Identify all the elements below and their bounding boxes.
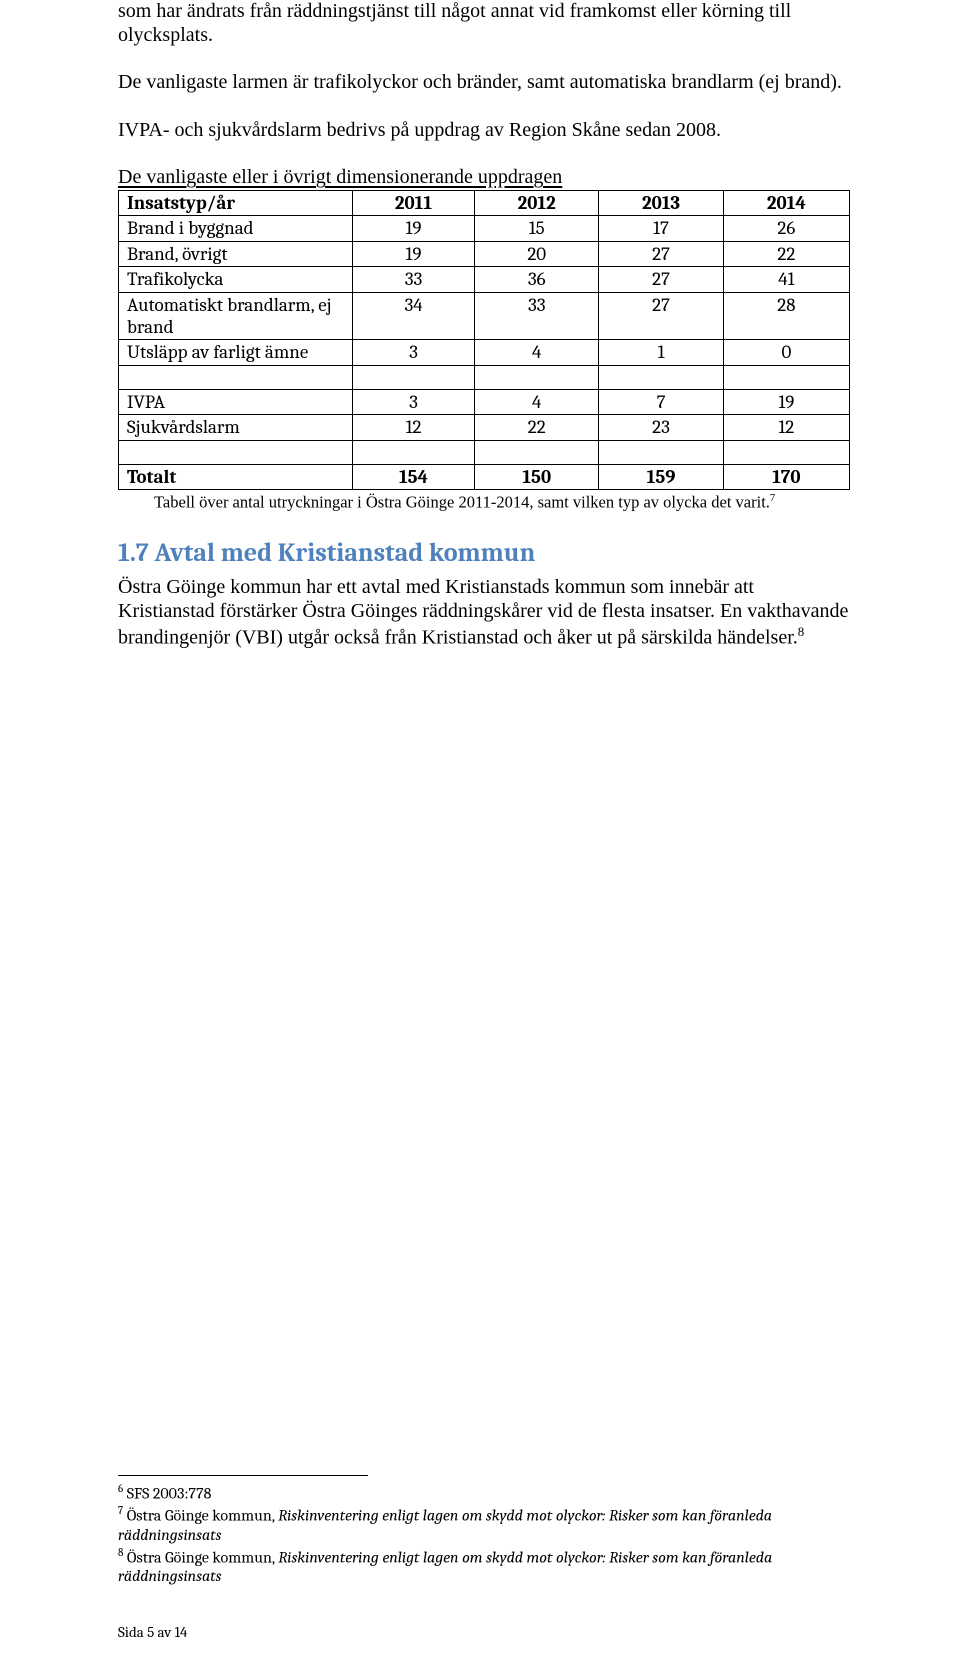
cell: 3	[352, 389, 474, 414]
footnotes-block: 6 SFS 2003:778 7 Östra Göinge kommun, Ri…	[118, 1475, 850, 1587]
total-cell: 159	[599, 464, 723, 489]
cell: 27	[599, 241, 723, 266]
cell: 0	[723, 340, 849, 365]
table-row: Brand i byggnad 19 15 17 26	[119, 216, 850, 241]
intro-paragraph-2: De vanligaste larmen är trafikolyckor oc…	[118, 71, 850, 95]
body-text: Östra Göinge kommun har ett avtal med Kr…	[118, 576, 848, 648]
cell: 4	[475, 389, 599, 414]
cell: 22	[723, 241, 849, 266]
footnote-text: Östra Göinge kommun,	[123, 1507, 278, 1525]
cell: 36	[475, 267, 599, 292]
table-row: Utsläpp av farligt ämne 3 4 1 0	[119, 340, 850, 365]
row-label: IVPA	[119, 389, 353, 414]
row-label: Utsläpp av farligt ämne	[119, 340, 353, 365]
footnote-6: 6 SFS 2003:778	[118, 1482, 850, 1504]
cell: 4	[475, 340, 599, 365]
total-cell: 150	[475, 464, 599, 489]
total-cell: 170	[723, 464, 849, 489]
footnote-text: SFS 2003:778	[123, 1485, 211, 1503]
cell: 33	[475, 292, 599, 340]
cell: 26	[723, 216, 849, 241]
table-total-row: Totalt 154 150 159 170	[119, 464, 850, 489]
row-label: Brand i byggnad	[119, 216, 353, 241]
caption-text: Tabell över antal utryckningar i Östra G…	[154, 493, 770, 512]
cell: 7	[599, 389, 723, 414]
cell: 27	[599, 292, 723, 340]
insats-table: Insatstyp/år 2011 2012 2013 2014 Brand i…	[118, 190, 850, 490]
body-sup: 8	[798, 624, 805, 639]
table-row: Sjukvårdslarm 12 22 23 12	[119, 415, 850, 440]
cell: 12	[352, 415, 474, 440]
intro-paragraph-1: som har ändrats från räddningstjänst til…	[118, 0, 850, 47]
table-row: IVPA 3 4 7 19	[119, 389, 850, 414]
table-spacer-row	[119, 365, 850, 389]
cell: 19	[352, 216, 474, 241]
cell: 34	[352, 292, 474, 340]
caption-sup: 7	[770, 492, 775, 504]
footnote-text: Östra Göinge kommun,	[123, 1548, 278, 1566]
table-row: Automatiskt brandlarm, ej brand 34 33 27…	[119, 292, 850, 340]
col-header-2012: 2012	[475, 190, 599, 215]
col-header-2014: 2014	[723, 190, 849, 215]
cell: 22	[475, 415, 599, 440]
cell: 19	[352, 241, 474, 266]
cell: 28	[723, 292, 849, 340]
footnote-separator	[118, 1475, 368, 1476]
cell: 15	[475, 216, 599, 241]
table-row: Brand, övrigt 19 20 27 22	[119, 241, 850, 266]
cell: 41	[723, 267, 849, 292]
cell: 3	[352, 340, 474, 365]
table-intro: De vanligaste eller i övrigt dimensioner…	[118, 166, 850, 190]
row-label: Trafikolycka	[119, 267, 353, 292]
cell: 20	[475, 241, 599, 266]
col-header-2013: 2013	[599, 190, 723, 215]
intro-paragraph-3: IVPA- och sjukvårdslarm bedrivs på uppdr…	[118, 119, 850, 143]
body-paragraph: Östra Göinge kommun har ett avtal med Kr…	[118, 576, 850, 649]
table-spacer-row	[119, 440, 850, 464]
cell: 23	[599, 415, 723, 440]
page-footer: Sida 5 av 14	[118, 1623, 187, 1641]
col-header-2011: 2011	[352, 190, 474, 215]
cell: 27	[599, 267, 723, 292]
total-cell: 154	[352, 464, 474, 489]
table-row: Trafikolycka 33 36 27 41	[119, 267, 850, 292]
row-label: Sjukvårdslarm	[119, 415, 353, 440]
cell: 12	[723, 415, 849, 440]
row-label: Brand, övrigt	[119, 241, 353, 266]
footnote-8: 8 Östra Göinge kommun, Riskinventering e…	[118, 1546, 850, 1587]
cell: 19	[723, 389, 849, 414]
total-label: Totalt	[119, 464, 353, 489]
col-header-type: Insatstyp/år	[119, 190, 353, 215]
cell: 1	[599, 340, 723, 365]
cell: 33	[352, 267, 474, 292]
table-header-row: Insatstyp/år 2011 2012 2013 2014	[119, 190, 850, 215]
footnote-7: 7 Östra Göinge kommun, Riskinventering e…	[118, 1504, 850, 1545]
table-caption: Tabell över antal utryckningar i Östra G…	[154, 492, 850, 512]
cell: 17	[599, 216, 723, 241]
row-label: Automatiskt brandlarm, ej brand	[119, 292, 353, 340]
section-heading: 1.7 Avtal med Kristianstad kommun	[118, 538, 850, 568]
